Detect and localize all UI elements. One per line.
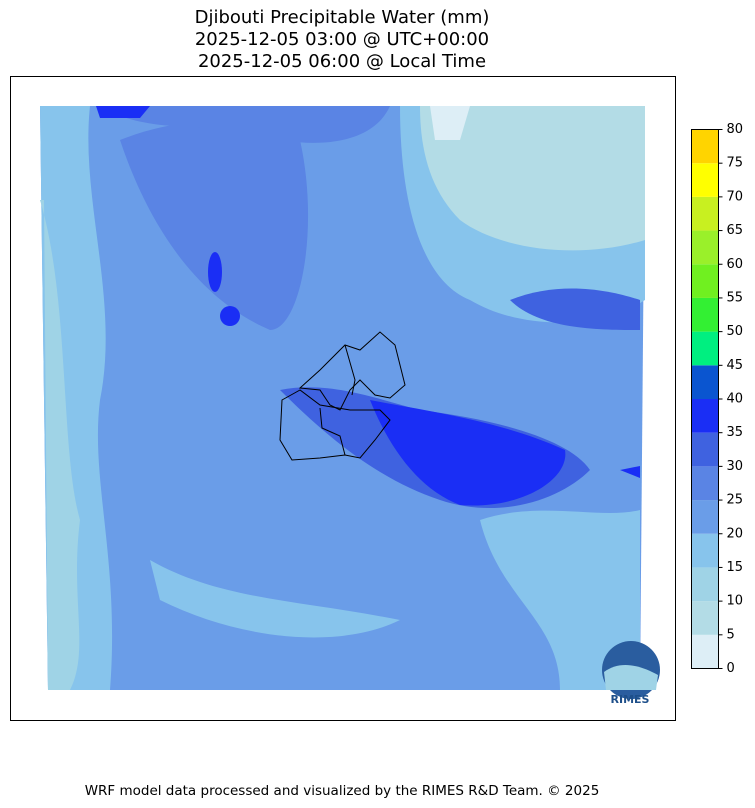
colorbar-bin (691, 432, 719, 467)
logo-text: RIMES (611, 693, 650, 706)
colorbar-bin (691, 163, 719, 197)
colorbar-tick-label: 75 (727, 156, 744, 171)
footer: WRF model data processed and visualized … (85, 783, 600, 799)
colorbar-tick-label: 0 (727, 661, 735, 676)
map-field (40, 106, 645, 690)
colorbar-tick-label: 60 (727, 257, 744, 272)
colorbar-bin (691, 567, 719, 602)
logo: RIMES (602, 641, 660, 706)
colorbar-bin (691, 196, 719, 231)
colorbar-tick-label: 20 (727, 526, 744, 541)
colorbar-bin (691, 264, 719, 298)
colorbar-tick-label: 10 (727, 594, 744, 609)
colorbar-tick-label: 80 (727, 122, 744, 137)
colorbar-tick-label: 5 (727, 627, 735, 642)
colorbar-tick-label: 50 (727, 324, 744, 339)
colorbar-tick-label: 15 (727, 560, 744, 575)
colorbar-tick-label: 55 (727, 290, 744, 305)
colorbar-tick-label: 45 (727, 358, 744, 373)
colorbar-bin (691, 365, 719, 399)
title-line: 2025-12-05 03:00 @ UTC+00:00 (195, 29, 489, 50)
colorbar-tick-label: 35 (727, 425, 744, 440)
colorbar-tick-label: 40 (727, 392, 744, 407)
colorbar-bin (691, 533, 719, 568)
colorbar-bin (691, 601, 719, 635)
colorbar-bin (691, 500, 719, 534)
colorbar-tick-label: 30 (727, 459, 744, 474)
title-line: 2025-12-05 06:00 @ Local Time (198, 51, 486, 72)
colorbar-bin (691, 466, 719, 501)
colorbar: 0 5 10 15 20 25 30 35 40 45 50 55 60 65 70 75 80 (691, 122, 744, 676)
colorbar-bin (691, 129, 719, 164)
colorbar-bin (691, 331, 719, 366)
country-borders (279, 331, 406, 461)
colorbar-tick-label: 25 (727, 493, 744, 508)
colorbar-bin (691, 230, 719, 265)
colorbar-bin (691, 399, 719, 433)
colorbar-bin (691, 634, 719, 669)
colorbar-tick-label: 65 (727, 223, 744, 238)
colorbar-frame (691, 129, 719, 669)
title-line: Djibouti Precipitable Water (mm) (195, 7, 490, 28)
colorbar-tick-label: 70 (727, 189, 744, 204)
colorbar-bin (691, 297, 719, 332)
